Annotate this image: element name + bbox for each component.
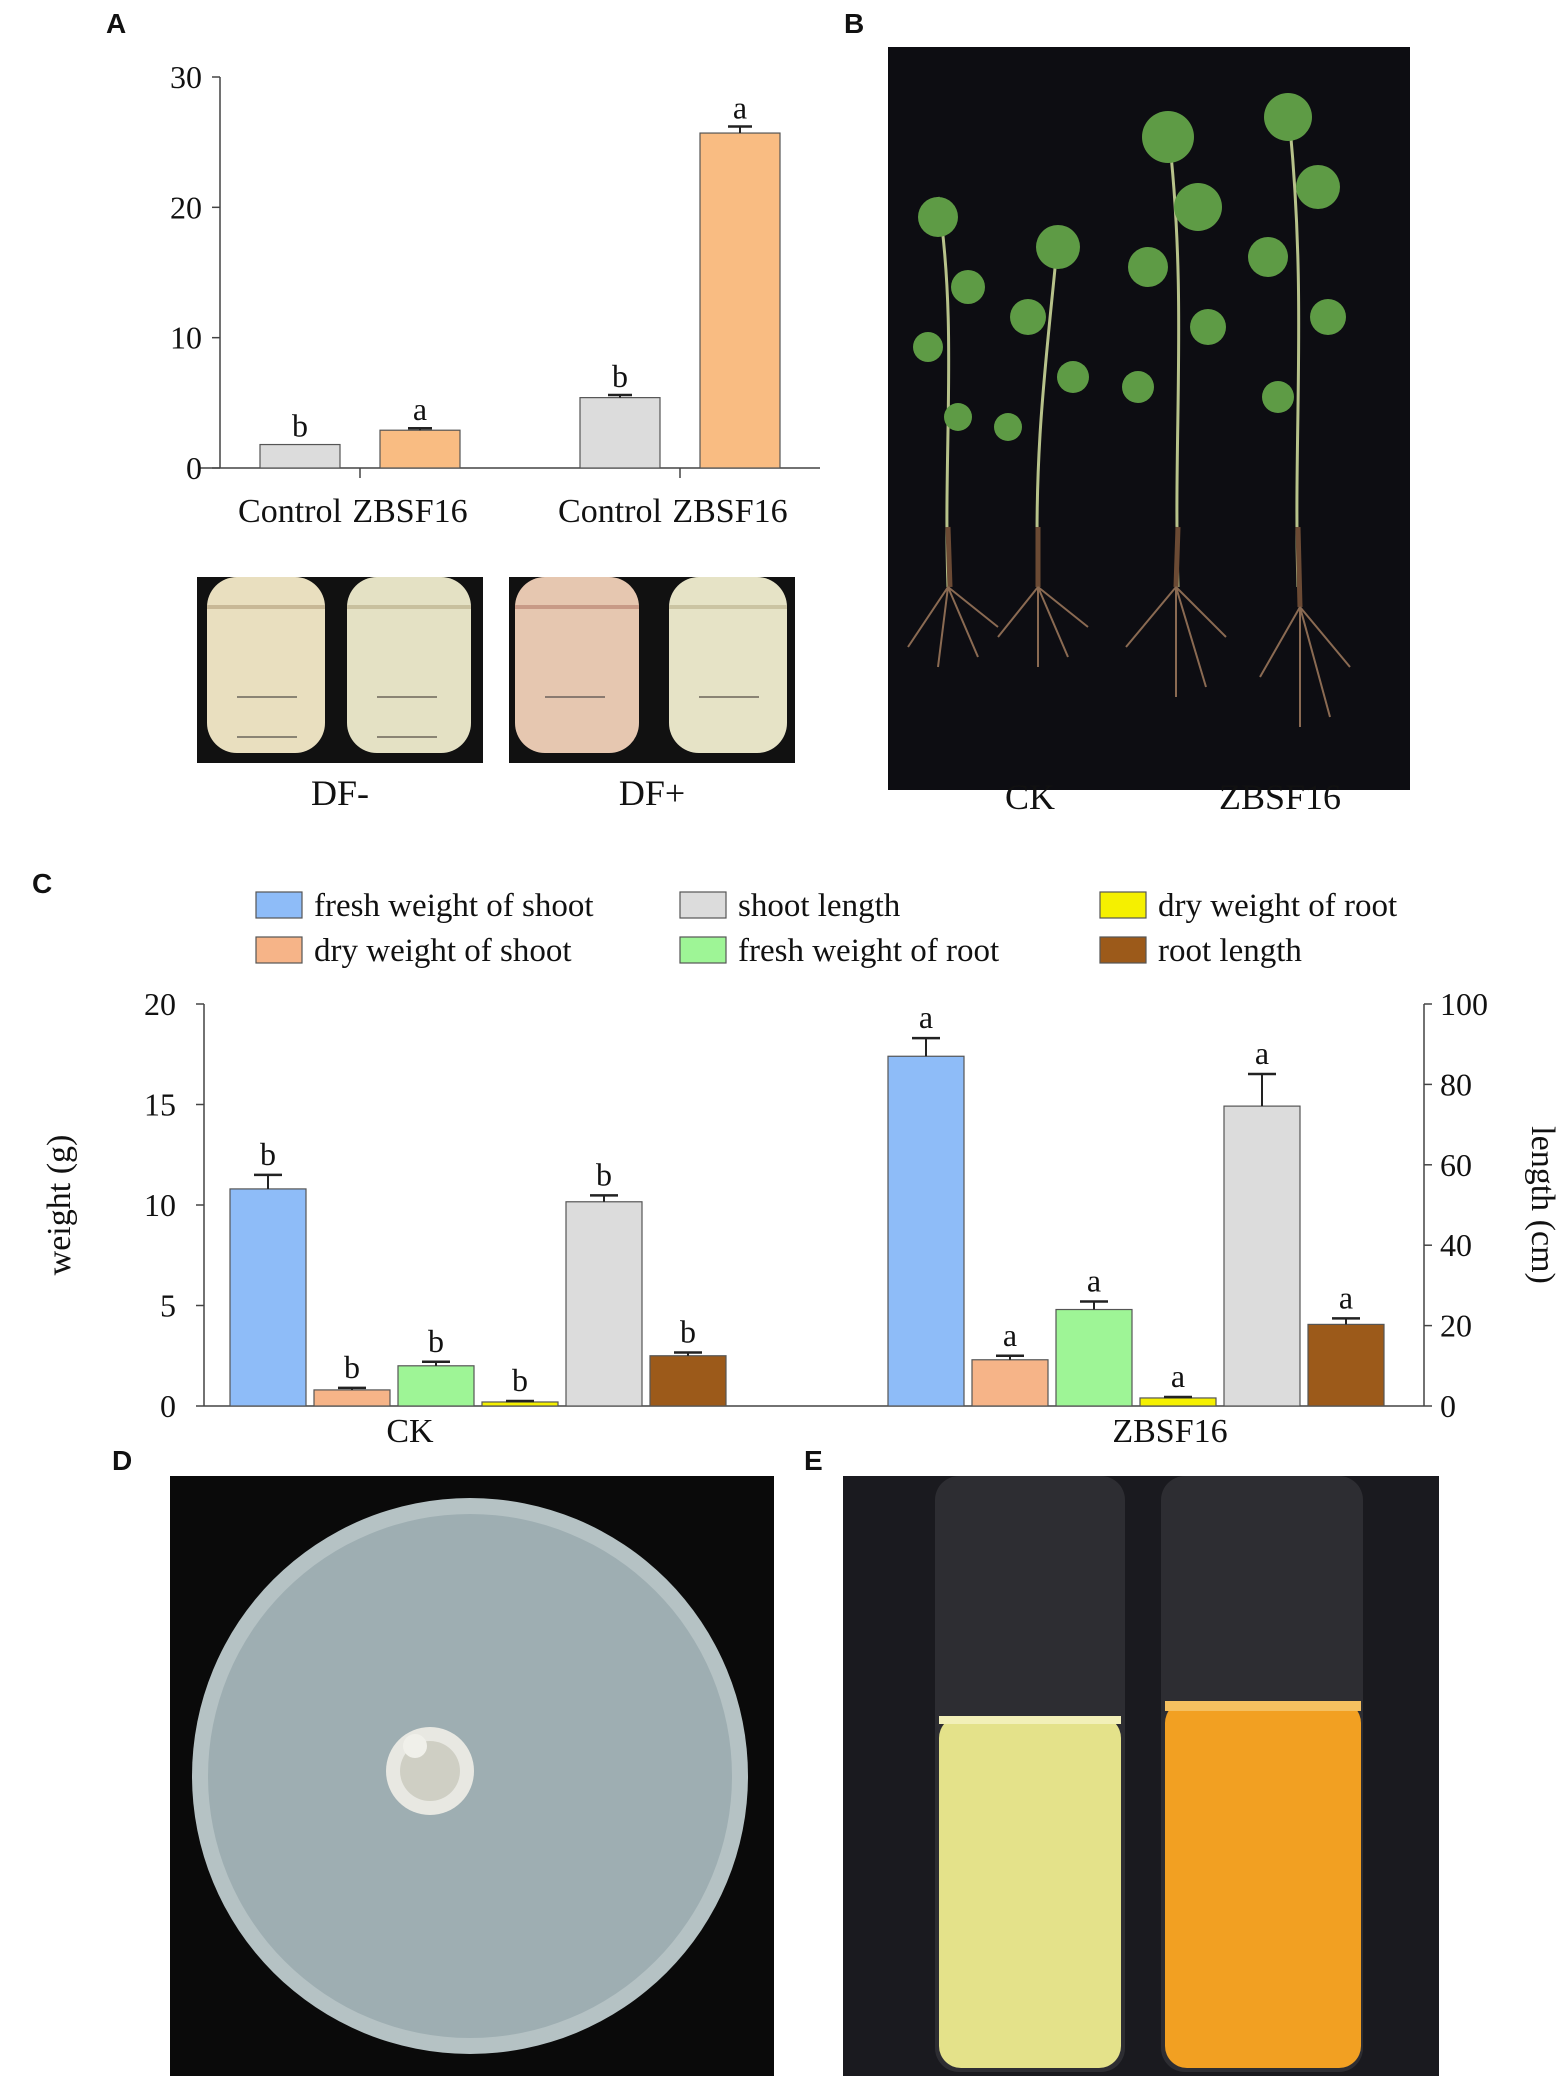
panel-letter-a: A <box>106 8 127 39</box>
left-y-tick-label: 20 <box>144 986 176 1022</box>
bar <box>229 1188 307 1407</box>
legend-swatch <box>679 936 727 964</box>
tube-photo-df-plus <box>509 577 795 763</box>
y-tick-label: 0 <box>186 450 202 486</box>
right-y-tick-label: 80 <box>1440 1066 1472 1102</box>
bar <box>1055 1308 1133 1407</box>
significance-letter: b <box>344 1349 360 1385</box>
significance-letter: a <box>1087 1262 1101 1298</box>
bar <box>259 443 341 469</box>
bar <box>1223 1105 1301 1407</box>
significance-letter: b <box>260 1136 276 1172</box>
bar <box>1307 1323 1385 1407</box>
left-y-tick-label: 10 <box>144 1187 176 1223</box>
legend-swatch <box>255 936 303 964</box>
petri-dish-illustration <box>192 1498 748 2054</box>
significance-letter: b <box>612 358 628 394</box>
grape-seedlings-photo <box>888 47 1410 790</box>
legend-label: dry weight of shoot <box>314 933 572 969</box>
bar <box>649 1355 727 1407</box>
x-tick-label: Control <box>558 493 662 530</box>
bar <box>481 1401 559 1407</box>
tubes-illustration <box>515 577 787 753</box>
legend-label: root length <box>1158 933 1302 969</box>
left-y-tick-label: 0 <box>160 1388 176 1424</box>
legend-swatch <box>255 891 303 919</box>
seedlings-illustration <box>907 93 1351 727</box>
left-y-axis-title: weight (g) <box>41 1135 78 1276</box>
tube-label-df-plus: DF+ <box>618 773 686 813</box>
left-y-tick-label: 15 <box>144 1087 176 1123</box>
bar <box>887 1055 965 1407</box>
significance-letter: b <box>428 1323 444 1359</box>
siderophore-bar-chart: 0 10 20 30 b Control a ZBSF16 b Control a ZBSF16 <box>170 59 820 530</box>
significance-letter: b <box>292 408 308 444</box>
panel-letter-c: C <box>32 868 53 899</box>
significance-letter: a <box>1255 1035 1269 1071</box>
bar <box>1139 1397 1217 1407</box>
growth-bar-chart: fresh weight of shoot dry weight of shoot… <box>41 888 1561 1450</box>
bar <box>699 132 781 469</box>
legend-label: fresh weight of root <box>738 933 999 969</box>
seedling-label-ck: CK <box>1004 777 1055 817</box>
significance-letter: a <box>1003 1317 1017 1353</box>
bar <box>971 1359 1049 1407</box>
significance-letter: b <box>680 1314 696 1350</box>
legend-swatch <box>679 891 727 919</box>
x-tick-label: ZBSF16 <box>672 493 787 530</box>
right-y-tick-label: 40 <box>1440 1227 1472 1263</box>
legend-label: fresh weight of shoot <box>314 888 594 924</box>
x-tick-label: ZBSF16 <box>352 493 467 530</box>
x-tick-label: Control <box>238 493 342 530</box>
significance-letter: b <box>596 1156 612 1192</box>
significance-letter: a <box>1171 1358 1185 1394</box>
tube-photo-df-minus <box>197 577 483 763</box>
right-y-tick-label: 100 <box>1440 986 1488 1022</box>
legend-label: shoot length <box>738 888 901 924</box>
left-y-tick-label: 5 <box>160 1288 176 1324</box>
right-y-tick-label: 20 <box>1440 1308 1472 1344</box>
y-tick-label: 10 <box>170 320 202 356</box>
x-tick-label: ZBSF16 <box>1112 1413 1227 1450</box>
right-y-tick-label: 0 <box>1440 1388 1456 1424</box>
legend-swatch <box>1099 936 1147 964</box>
bar <box>313 1389 391 1407</box>
culture-tubes-illustration <box>935 1476 1363 2072</box>
right-y-tick-label: 60 <box>1440 1147 1472 1183</box>
bar <box>397 1365 475 1407</box>
legend-label: dry weight of root <box>1158 888 1397 924</box>
tube-label-df-minus: DF- <box>310 773 369 813</box>
x-tick-label: CK <box>386 1413 434 1450</box>
seedling-label-zbsf16: ZBSF16 <box>1218 777 1342 817</box>
significance-letter: b <box>512 1362 528 1398</box>
significance-letter: a <box>919 999 933 1035</box>
bar <box>565 1201 643 1407</box>
significance-letter: a <box>1339 1279 1353 1315</box>
bar <box>379 429 461 469</box>
significance-letter: a <box>413 391 427 427</box>
legend-swatch <box>1099 891 1147 919</box>
panel-letter-d: D <box>112 1445 133 1476</box>
petri-dish-photo <box>170 1476 774 2076</box>
bar <box>579 397 661 469</box>
tubes-illustration <box>207 577 471 753</box>
right-y-axis-title: length (cm) <box>1524 1126 1561 1284</box>
y-tick-label: 20 <box>170 189 202 225</box>
significance-letter: a <box>733 90 747 126</box>
culture-tubes-photo <box>843 1476 1439 2076</box>
y-tick-label: 30 <box>170 59 202 95</box>
panel-letter-b: B <box>844 8 865 39</box>
panel-letter-e: E <box>804 1445 823 1476</box>
